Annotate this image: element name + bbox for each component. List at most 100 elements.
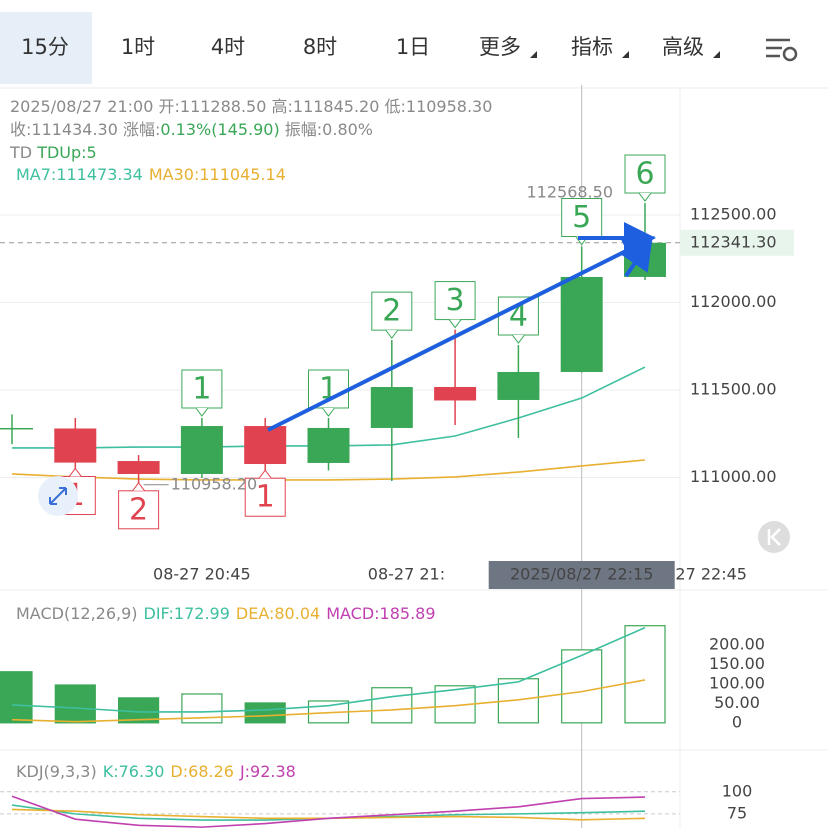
td-pointer (195, 407, 209, 417)
reset-icon (767, 528, 781, 546)
macd-bar (561, 649, 603, 724)
macd-bar (371, 687, 413, 724)
y-tick-label: 200.00 (709, 634, 765, 653)
td-pointer (322, 407, 335, 417)
info-line: TD TDUp:5 (9, 143, 97, 162)
candle-body (180, 426, 223, 474)
tab-bar (0, 0, 828, 88)
x-tick-label: -27 22:45 (670, 565, 747, 584)
info-text: TDUp:5 (36, 143, 97, 162)
y-tick-label: 112000.00 (690, 292, 777, 311)
info-text: TD (9, 143, 37, 162)
td-label: 6 (635, 157, 654, 192)
td-label: 1 (192, 371, 211, 406)
legend-entry: MA30:111045.14 (149, 165, 286, 184)
y-tick-label: 150.00 (709, 654, 765, 673)
info-text: 0.13%(145.90) (160, 120, 279, 139)
annotation: 112568.50 (526, 183, 613, 202)
y-tick-label: 75 (727, 803, 747, 822)
candle-body (497, 371, 540, 400)
info-text: 收:111434.30 涨幅: (10, 120, 160, 139)
td-box (118, 490, 160, 530)
candle-body (370, 387, 413, 428)
info-line: 收:111434.30 涨幅:0.13%(145.90) 振幅:0.80% (10, 120, 373, 139)
tab-active-bg (0, 12, 92, 84)
annotation: 110958.20 (171, 474, 258, 493)
y-tick-label: 100.00 (709, 673, 765, 692)
indicator-line (11, 679, 646, 723)
legend-entry: KDJ(9,3,3) (16, 762, 97, 781)
legend-entry: MA7:111473.34 (16, 165, 143, 184)
legend: MACD(12,26,9) DIF:172.99 DEA:80.04 MACD:185… (16, 604, 436, 623)
macd-bar (244, 702, 286, 724)
tab[interactable]: 1日 (396, 35, 430, 59)
crosshair-label: 2025/08/27 22:15 (510, 565, 653, 584)
legend-entry: DEA:80.04 (236, 604, 320, 623)
tab[interactable]: 1时 (121, 35, 155, 59)
legend: KDJ(9,3,3) K:76.30 D:68.26 J:92.38 (16, 762, 296, 781)
reset-button[interactable] (758, 521, 790, 553)
dropdown-caret (530, 51, 537, 58)
tab[interactable]: 更多 (479, 35, 521, 59)
legend-entry: DIF:172.99 (144, 604, 230, 623)
td-box (561, 198, 603, 238)
legend-entry: J:92.38 (239, 762, 296, 781)
candle-body (0, 427, 33, 430)
tab[interactable]: 8时 (303, 35, 337, 59)
y-tick-label: 111500.00 (690, 379, 777, 398)
td-pointer (512, 334, 525, 344)
trend-arrows (267, 222, 656, 432)
td-label: 3 (446, 283, 465, 318)
y-tick-label: 0 (732, 712, 742, 731)
indicator-line (11, 626, 646, 713)
info-line: 2025/08/27 21:00 开:111288.50 高:111845.20… (10, 97, 492, 116)
td-pointer (258, 469, 272, 479)
macd-bar (624, 625, 666, 724)
y-tick-label: 50.00 (714, 693, 760, 712)
candle-body (244, 426, 287, 465)
dropdown-caret (622, 51, 629, 58)
candle-body (307, 427, 350, 463)
td-pointer (385, 329, 399, 339)
tab[interactable]: 指标 (571, 35, 613, 59)
td-label: 2 (129, 492, 148, 527)
td-box (371, 291, 413, 331)
macd-bar (54, 684, 96, 724)
td-label: 2 (382, 294, 401, 329)
td-box (624, 154, 666, 194)
indicator-line (11, 795, 646, 828)
y-tick-label: 111000.00 (690, 467, 777, 486)
dropdown-caret (713, 51, 720, 58)
info-text: 振幅:0.80% (280, 120, 373, 139)
tab[interactable]: 4时 (211, 35, 245, 59)
legend: MA7:111473.34 MA30:111045.14 (16, 165, 286, 184)
y-tick-label: 100 (722, 781, 753, 800)
candle-body (434, 387, 477, 401)
x-tick-label: 08-27 21: (368, 565, 445, 584)
td-box (244, 477, 286, 517)
legend-entry: MACD:185.89 (326, 604, 435, 623)
x-tick-label: 08-27 20:45 (153, 565, 251, 584)
macd-bar (0, 671, 33, 724)
info-text: 2025/08/27 21:00 开:111288.50 高:111845.20… (10, 97, 492, 116)
legend-entry: D:68.26 (170, 762, 234, 781)
crosshair-label-box (488, 561, 675, 589)
td-pointer (68, 467, 82, 477)
legend-entry: K:76.30 (103, 762, 165, 781)
candle-body (54, 428, 97, 463)
candle-body (117, 461, 160, 474)
tab[interactable]: 高级 (662, 35, 704, 59)
last-price-label: 112341.30 (690, 232, 777, 251)
indicator-line (11, 459, 646, 481)
td-box (434, 281, 476, 321)
settings-icon[interactable] (766, 38, 798, 62)
td-label: 5 (572, 200, 591, 235)
y-tick-label: 112500.00 (690, 205, 777, 224)
zoom-icon (49, 487, 67, 505)
tab[interactable]: 15分 (21, 35, 69, 59)
td-pointer (132, 481, 145, 492)
td-label: 1 (256, 480, 275, 515)
legend-entry: MACD(12,26,9) (16, 604, 138, 623)
last-price-box (680, 229, 794, 256)
